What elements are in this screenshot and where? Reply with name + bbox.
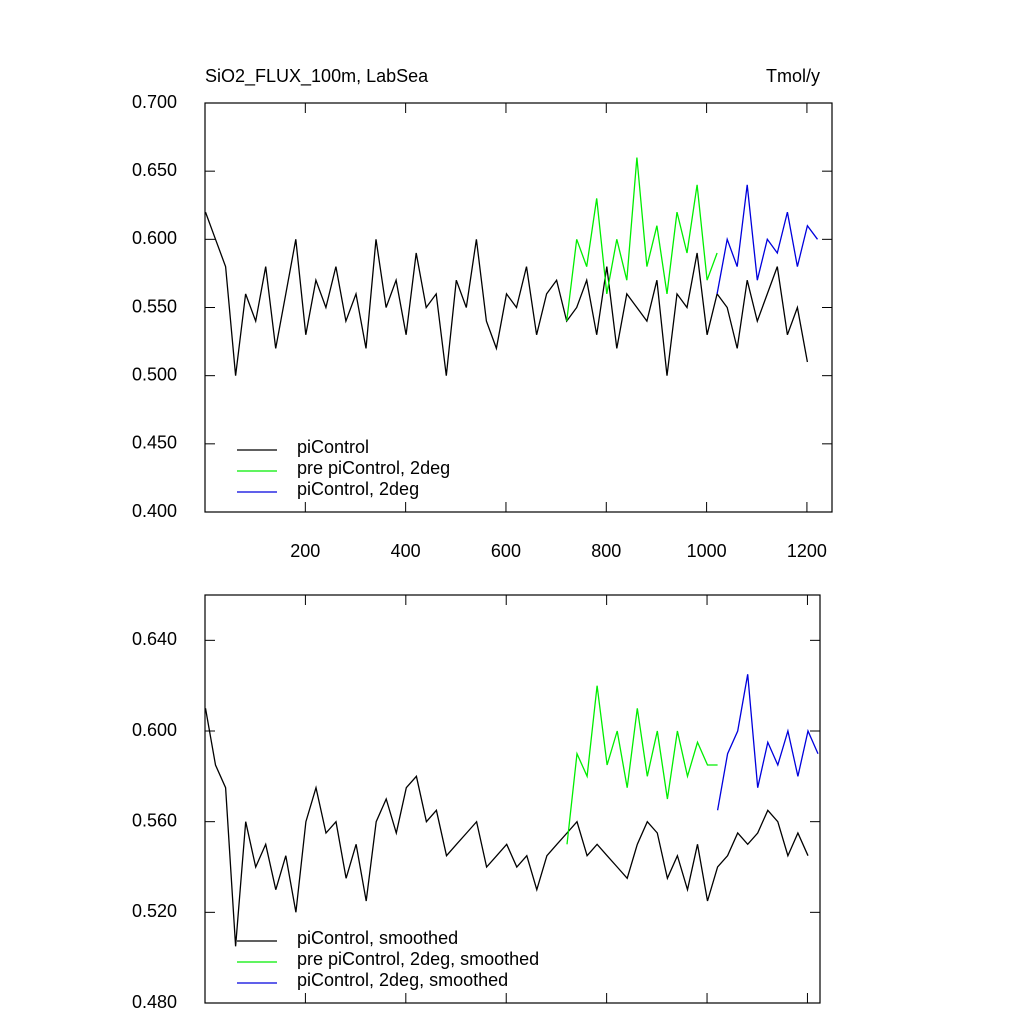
legend-label: piControl, smoothed: [297, 928, 458, 948]
legend-label: piControl: [297, 437, 369, 457]
series-line: [204, 211, 809, 376]
x-tick-label: 1000: [687, 541, 727, 561]
series-line: [716, 674, 819, 811]
y-tick-label: 0.400: [132, 501, 177, 521]
x-tick-label: 800: [591, 541, 621, 561]
units-label: Tmol/y: [766, 66, 820, 86]
y-tick-label: 0.560: [132, 810, 177, 830]
y-tick-label: 0.520: [132, 901, 177, 921]
chart-title: SiO2_FLUX_100m, LabSea: [205, 66, 429, 87]
plot-frame: [204, 102, 833, 513]
series-line: [566, 685, 718, 845]
x-tick-label: 600: [491, 541, 521, 561]
y-tick-label: 0.650: [132, 160, 177, 180]
y-tick-label: 0.550: [132, 296, 177, 316]
x-tick-label: 1200: [787, 541, 827, 561]
y-tick-label: 0.700: [132, 92, 177, 112]
y-tick-label: 0.500: [132, 364, 177, 384]
series-line: [566, 157, 718, 322]
y-tick-label: 0.450: [132, 433, 177, 453]
legend-label: piControl, 2deg: [297, 479, 419, 499]
y-tick-label: 0.600: [132, 228, 177, 248]
x-tick-label: 400: [391, 541, 421, 561]
y-tick-label: 0.640: [132, 629, 177, 649]
x-tick-label: 200: [290, 541, 320, 561]
plot-frame: [204, 594, 821, 1004]
y-tick-label: 0.480: [132, 992, 177, 1012]
legend-label: pre piControl, 2deg: [297, 458, 450, 478]
legend-label: piControl, 2deg, smoothed: [297, 970, 508, 990]
legend-label: pre piControl, 2deg, smoothed: [297, 949, 539, 969]
y-tick-label: 0.600: [132, 720, 177, 740]
series-line: [716, 184, 819, 295]
series-line: [204, 708, 809, 947]
